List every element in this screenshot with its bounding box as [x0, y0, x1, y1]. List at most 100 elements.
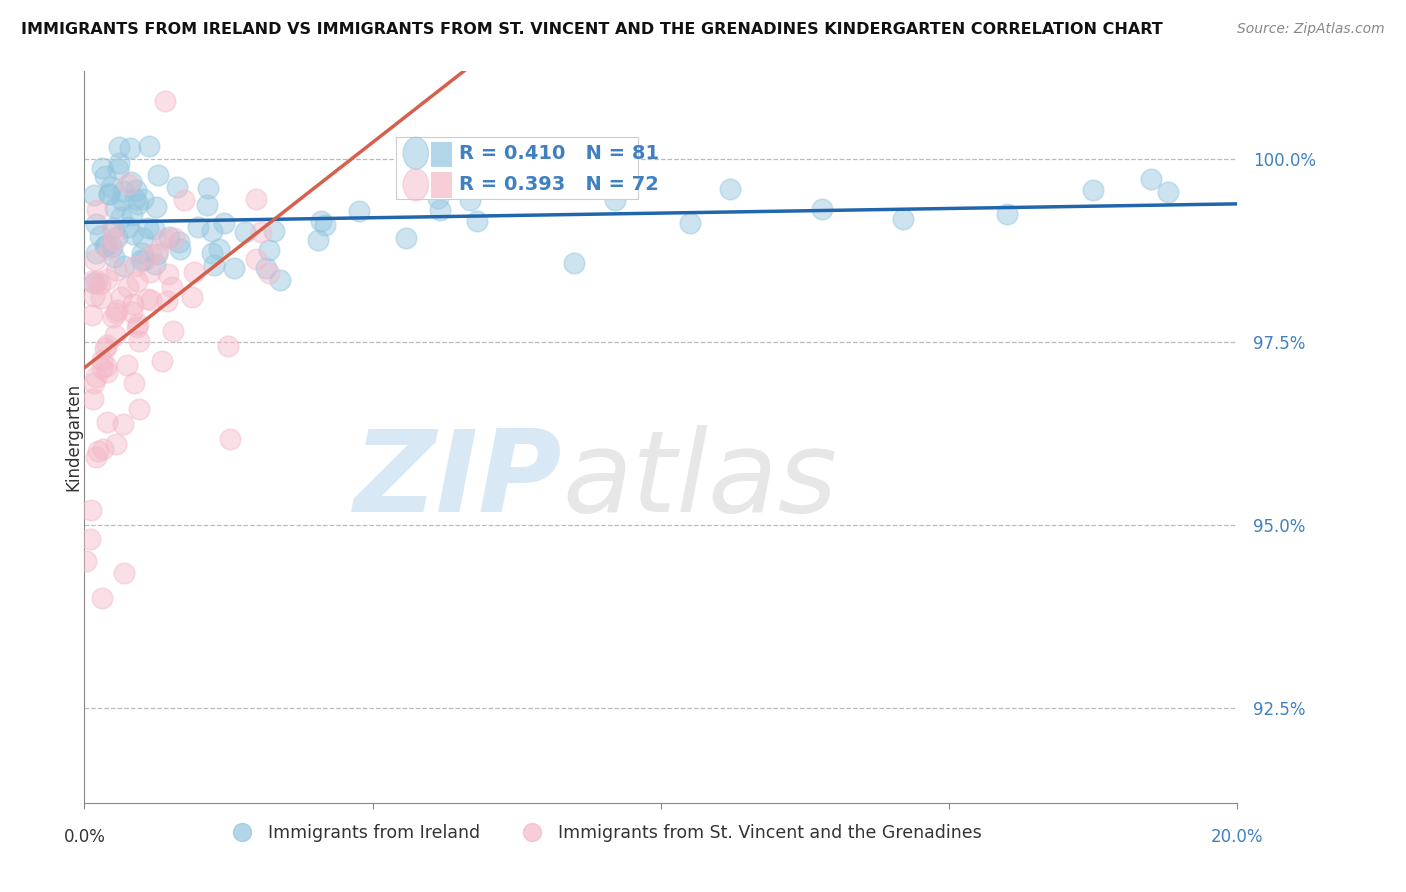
Point	[250, 225, 273, 239]
Point	[91, 442, 114, 456]
Point	[103, 250, 125, 264]
Point	[811, 202, 834, 216]
Point	[146, 168, 169, 182]
Point	[111, 194, 134, 208]
Point	[122, 376, 145, 390]
Point	[718, 182, 741, 196]
Point	[131, 245, 153, 260]
Point	[83, 253, 105, 268]
Circle shape	[404, 169, 429, 201]
Point	[1083, 183, 1105, 197]
Point	[90, 161, 112, 176]
Point	[115, 358, 138, 372]
Point	[96, 237, 118, 252]
Text: Source: ZipAtlas.com: Source: ZipAtlas.com	[1237, 22, 1385, 37]
Point	[263, 224, 285, 238]
Point	[309, 214, 332, 228]
Text: R = 0.410   N = 81: R = 0.410 N = 81	[460, 144, 659, 162]
Point	[145, 200, 167, 214]
Point	[891, 211, 914, 226]
Point	[156, 267, 179, 281]
Point	[167, 235, 190, 249]
FancyBboxPatch shape	[395, 137, 638, 200]
Point	[257, 243, 280, 257]
Point	[131, 252, 153, 267]
Point	[183, 265, 205, 279]
Point	[128, 334, 150, 348]
Point	[105, 437, 128, 451]
Point	[112, 417, 135, 431]
Legend: Immigrants from Ireland, Immigrants from St. Vincent and the Grenadines: Immigrants from Ireland, Immigrants from…	[218, 817, 988, 849]
Point	[107, 162, 129, 177]
Point	[108, 156, 131, 170]
Point	[105, 303, 128, 318]
Point	[127, 318, 149, 332]
Point	[108, 140, 131, 154]
Point	[235, 225, 257, 239]
Point	[94, 359, 117, 373]
Point	[84, 217, 107, 231]
Point	[96, 338, 118, 352]
Point	[142, 222, 165, 236]
Point	[75, 554, 97, 568]
Point	[139, 247, 162, 261]
Point	[169, 242, 191, 256]
Point	[173, 193, 195, 207]
Point	[245, 192, 267, 206]
Point	[98, 187, 121, 202]
Point	[995, 207, 1018, 221]
Point	[86, 203, 108, 218]
Point	[157, 230, 180, 244]
Point	[208, 242, 231, 256]
Point	[460, 193, 482, 207]
Point	[104, 201, 127, 215]
Point	[117, 279, 139, 293]
Point	[86, 450, 108, 465]
Point	[257, 266, 280, 280]
Text: ZIP: ZIP	[354, 425, 562, 536]
Point	[1140, 172, 1163, 186]
Point	[79, 533, 101, 547]
Text: atlas: atlas	[562, 425, 838, 536]
Point	[112, 259, 135, 273]
Point	[82, 392, 104, 407]
Point	[307, 233, 329, 247]
Point	[143, 257, 166, 271]
Point	[132, 252, 155, 267]
Point	[125, 320, 148, 334]
Point	[110, 211, 132, 225]
Point	[96, 365, 118, 379]
Point	[224, 260, 246, 275]
Point	[124, 259, 146, 273]
Point	[155, 94, 177, 108]
Point	[219, 432, 242, 446]
Point	[125, 183, 148, 197]
Point	[166, 180, 188, 194]
Point	[254, 261, 277, 276]
Point	[163, 230, 186, 244]
Point	[138, 138, 160, 153]
Point	[314, 218, 336, 232]
Point	[121, 297, 143, 311]
Point	[245, 252, 267, 267]
Point	[98, 242, 121, 256]
Point	[145, 246, 167, 260]
Point	[180, 290, 202, 304]
Point	[197, 180, 219, 194]
Point	[212, 216, 235, 230]
Point	[117, 219, 139, 234]
Point	[97, 187, 120, 202]
Point	[679, 216, 702, 230]
Point	[603, 194, 626, 208]
Point	[82, 308, 104, 322]
Point	[94, 239, 117, 253]
Point	[127, 274, 149, 288]
Point	[269, 273, 291, 287]
Point	[94, 341, 117, 355]
Point	[101, 310, 124, 324]
Point	[139, 293, 162, 307]
Point	[90, 591, 112, 605]
Point	[465, 214, 488, 228]
Point	[105, 230, 128, 244]
Point	[105, 306, 128, 320]
